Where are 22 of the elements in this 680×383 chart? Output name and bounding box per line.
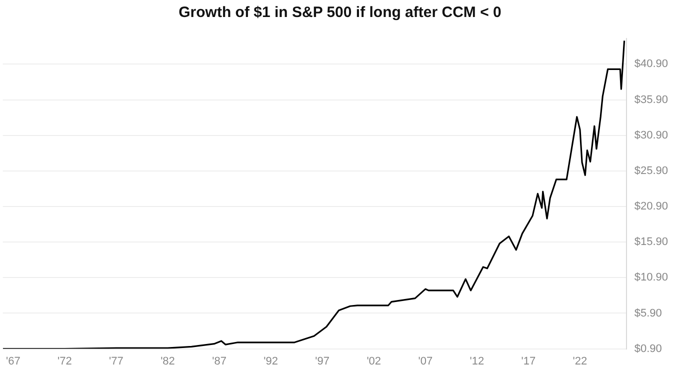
x-tick-label: '72 [58,355,72,368]
y-tick-label: $40.90 [634,58,668,70]
x-tick-label: '07 [418,355,433,368]
y-tick-label: $15.90 [634,236,668,248]
x-tick-label: '77 [109,355,124,368]
x-tick-label: '82 [160,355,175,368]
x-tick-label: '17 [521,355,536,368]
x-tick-label: '12 [470,355,484,368]
x-tick-label: '67 [6,355,20,368]
y-tick-label: $10.90 [634,272,668,284]
x-tick-label: '92 [264,355,278,368]
x-tick-label: '97 [315,355,330,368]
x-tick-label: '87 [212,355,226,368]
y-tick-label: $25.90 [634,164,668,177]
y-tick-label: $20.90 [634,200,668,213]
x-tick-label: '02 [366,355,382,368]
y-tick-label: $5.90 [634,307,662,320]
y-tick-label: $0.90 [634,342,662,355]
x-tick-label: '22 [572,355,588,368]
y-tick-label: $30.90 [634,129,668,142]
chart-title: Growth of $1 in S&P 500 if long after CCM < 0 [178,4,502,21]
y-tick-label: $35.90 [634,94,668,106]
